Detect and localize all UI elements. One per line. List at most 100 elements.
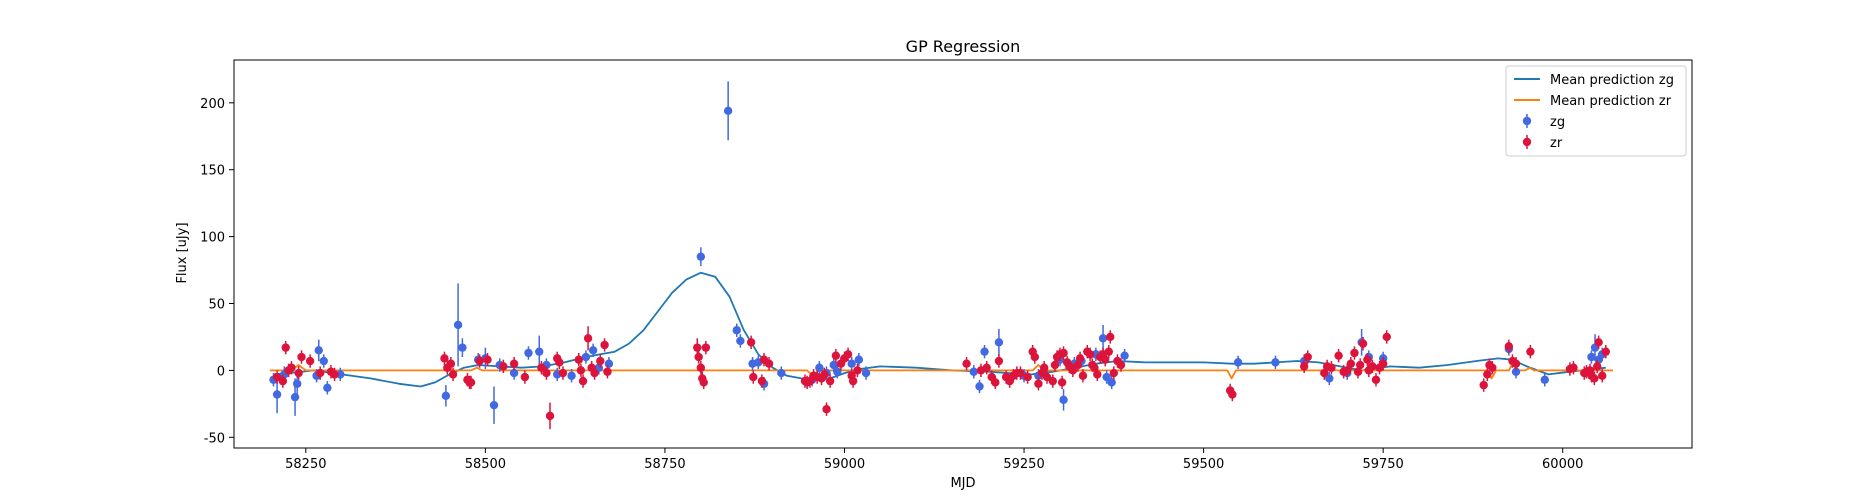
point-marker xyxy=(1093,370,1102,379)
data-point-zg xyxy=(323,381,332,395)
data-point-zr xyxy=(603,365,612,379)
data-point-zr xyxy=(305,354,315,368)
data-point-zr xyxy=(1382,330,1391,344)
point-marker xyxy=(822,405,831,414)
legend-box xyxy=(1505,65,1687,157)
point-marker xyxy=(1371,375,1381,384)
point-marker xyxy=(1346,359,1356,368)
data-point-zr xyxy=(746,335,756,349)
data-point-zr xyxy=(1504,339,1514,354)
data-point-zg xyxy=(994,328,1004,356)
y-axis-ticks: -50 0 50 100 150 200 xyxy=(200,97,234,446)
data-point-zr xyxy=(1479,378,1488,392)
point-marker xyxy=(1101,355,1110,364)
point-marker xyxy=(1109,368,1119,378)
point-marker xyxy=(581,352,591,362)
point-marker xyxy=(524,348,533,358)
point-marker xyxy=(847,359,856,368)
data-point-zr xyxy=(1483,367,1492,382)
data-point-zg xyxy=(1107,375,1116,390)
data-point-zg xyxy=(588,343,598,358)
point-marker xyxy=(1098,334,1108,343)
data-point-zr xyxy=(466,375,476,390)
point-marker xyxy=(777,368,786,378)
data-point-zg xyxy=(458,338,467,358)
data-point-zr xyxy=(994,354,1004,368)
x-tick-label: 60000 xyxy=(1542,457,1583,472)
data-point-zr xyxy=(315,366,325,380)
data-point-zr xyxy=(1075,351,1085,366)
data-point-zr xyxy=(1104,344,1114,359)
legend-marker-swatch xyxy=(1522,116,1532,126)
point-marker xyxy=(975,382,984,391)
data-point-zr xyxy=(1334,348,1343,363)
point-marker xyxy=(537,363,546,372)
data-point-zr xyxy=(848,374,858,388)
data-point-zr xyxy=(1346,357,1356,371)
point-marker xyxy=(701,343,711,352)
data-point-zr xyxy=(278,374,288,388)
point-marker xyxy=(588,346,598,355)
point-marker xyxy=(330,370,339,379)
point-marker xyxy=(287,363,296,372)
data-point-zr xyxy=(1601,344,1611,359)
point-marker xyxy=(843,350,853,359)
data-point-zr xyxy=(1598,369,1607,383)
data-point-zg xyxy=(1325,371,1334,386)
point-marker xyxy=(746,338,756,347)
point-marker xyxy=(555,358,564,367)
data-point-zr xyxy=(446,357,456,371)
point-marker xyxy=(1479,380,1488,390)
x-tick-label: 59250 xyxy=(1003,457,1044,472)
data-point-zr xyxy=(537,361,546,375)
data-point-zr xyxy=(982,361,991,375)
legend-label: zr xyxy=(1550,136,1563,151)
data-point-zr xyxy=(764,357,774,371)
data-point-zr xyxy=(757,374,767,388)
point-marker xyxy=(736,336,745,346)
point-marker xyxy=(1023,372,1032,382)
data-point-zr xyxy=(1034,377,1043,391)
data-point-zr xyxy=(1327,361,1336,375)
point-marker xyxy=(723,106,733,116)
data-point-zr xyxy=(1023,370,1032,384)
point-marker xyxy=(820,370,829,379)
data-point-zr xyxy=(825,374,835,388)
data-point-zg xyxy=(854,353,864,367)
point-marker xyxy=(1059,395,1068,405)
point-marker xyxy=(294,368,303,378)
data-point-zg xyxy=(777,366,786,380)
point-marker xyxy=(1299,362,1309,371)
point-marker xyxy=(1078,371,1088,380)
point-marker xyxy=(962,359,971,368)
point-marker xyxy=(1068,366,1078,375)
point-marker xyxy=(1090,363,1099,372)
data-point-zr xyxy=(558,366,568,380)
point-marker xyxy=(542,368,551,378)
point-marker xyxy=(483,355,492,364)
data-point-zr xyxy=(696,361,706,375)
point-marker xyxy=(440,354,449,363)
data-points xyxy=(269,81,1611,430)
point-marker xyxy=(323,383,332,392)
data-point-zr xyxy=(1228,387,1237,402)
point-marker xyxy=(854,355,864,364)
x-axis-label: MJD xyxy=(950,476,975,491)
data-point-zr xyxy=(1363,353,1372,367)
point-marker xyxy=(604,359,614,368)
point-marker xyxy=(1594,338,1603,347)
point-marker xyxy=(1368,362,1377,371)
point-marker xyxy=(853,366,862,375)
point-marker xyxy=(1233,358,1243,367)
data-point-zr xyxy=(694,350,703,364)
data-point-zr xyxy=(578,374,588,388)
data-point-zr xyxy=(1078,369,1088,383)
plot-area xyxy=(269,81,1613,430)
data-point-zg xyxy=(861,366,871,380)
data-point-zr xyxy=(1057,375,1067,390)
point-marker xyxy=(1592,362,1602,371)
data-point-zr xyxy=(483,353,492,367)
data-point-zr xyxy=(820,367,829,382)
data-point-zr xyxy=(822,402,831,416)
point-marker xyxy=(1511,367,1521,376)
